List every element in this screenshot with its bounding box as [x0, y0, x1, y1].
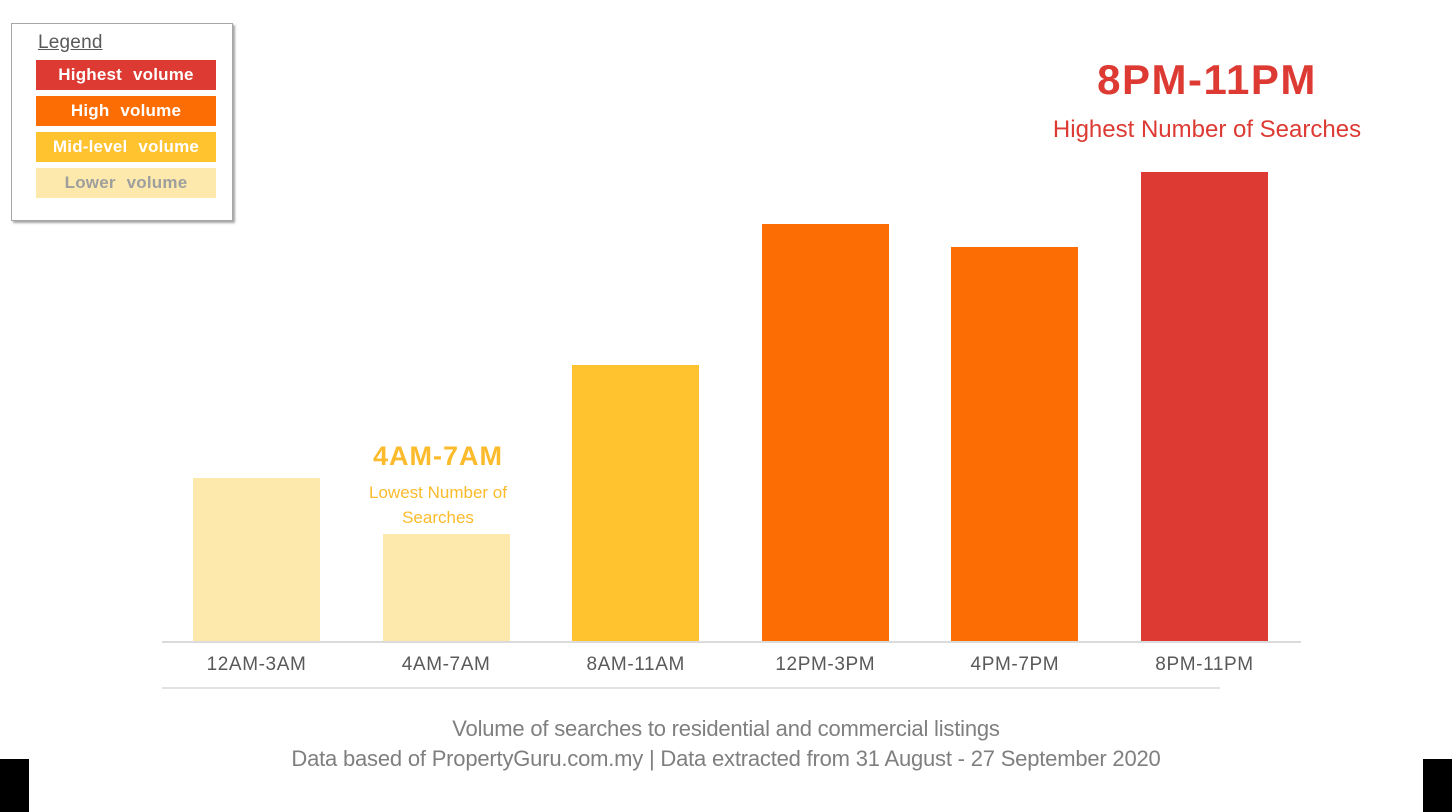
frame-corner-bottom-left	[0, 759, 29, 812]
bar-4am-7am	[382, 533, 510, 642]
bar-12am-3am	[193, 477, 320, 642]
x-axis-label-8am-11am: 8AM-11AM	[586, 654, 685, 675]
bottom-divider-line	[162, 687, 1220, 689]
x-axis-label-4pm-7pm: 4PM-7PM	[970, 654, 1060, 675]
annotation-lowest-subtitle: Lowest Number of Searches	[308, 480, 568, 530]
chart-caption-line1: Volume of searches to residential and co…	[452, 716, 1000, 741]
bar-8am-11am	[572, 364, 700, 642]
bar-4pm-7pm	[951, 247, 1079, 642]
x-axis-label-12pm-3pm: 12PM-3PM	[775, 654, 876, 675]
annotation-lowest-title: 4AM-7AM	[372, 441, 503, 471]
legend-title: Legend	[38, 32, 103, 53]
x-axis-line	[162, 641, 1301, 643]
x-axis-label-4am-7am: 4AM-7AM	[401, 654, 491, 675]
annotation-highest-subtitle: Highest Number of Searches	[1052, 116, 1362, 143]
legend-item: Lower volume	[36, 168, 216, 198]
x-axis-label-12am-3am: 12AM-3AM	[206, 654, 307, 675]
legend-item: Mid-level volume	[36, 132, 216, 162]
annotation-highest-searches: 8PM-11PM Highest Number of Searches	[997, 56, 1417, 144]
legend-item: High volume	[36, 96, 216, 126]
legend-box: Legend Highest volume High volume Mid-leve…	[11, 23, 233, 221]
annotation-lowest-subtitle-line1: Lowest Number of	[369, 483, 507, 502]
bar-8pm-11pm	[1141, 172, 1268, 642]
annotation-lowest-searches: 4AM-7AM Lowest Number of Searches	[308, 441, 568, 530]
legend-item: Highest volume	[36, 60, 216, 90]
legend-items: Highest volume High volume Mid-level volum…	[36, 60, 216, 204]
frame-corner-bottom-right	[1423, 759, 1452, 812]
annotation-highest-title: 8PM-11PM	[1097, 56, 1317, 103]
annotation-lowest-subtitle-line2: Searches	[402, 508, 474, 527]
bar-12pm-3pm	[761, 223, 889, 642]
chart-caption-line2: Data based of PropertyGuru.com.my | Data…	[291, 746, 1161, 771]
x-axis-label-8pm-11pm: 8PM-11PM	[1155, 654, 1254, 675]
